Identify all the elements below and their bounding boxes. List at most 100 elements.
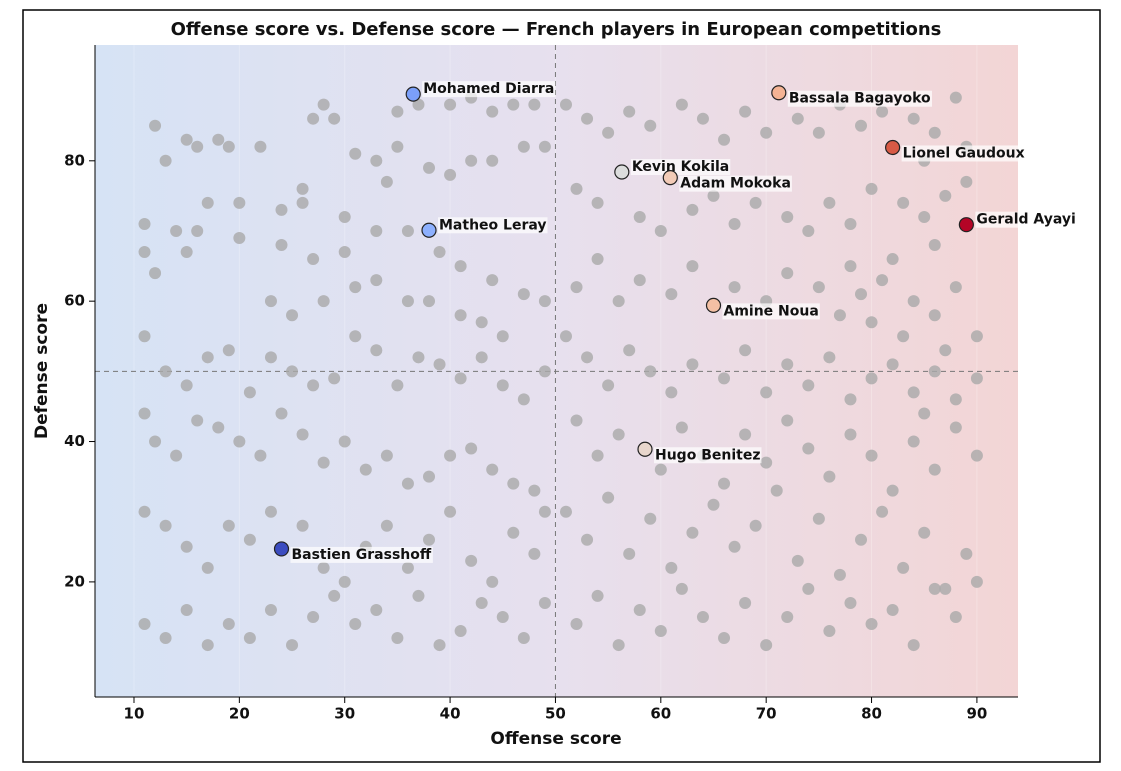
point	[486, 274, 499, 287]
point	[591, 449, 604, 462]
point	[423, 533, 436, 546]
point	[370, 274, 383, 287]
point	[517, 393, 530, 406]
label-background	[438, 217, 548, 234]
point	[370, 224, 383, 237]
point	[201, 561, 214, 574]
point	[507, 98, 520, 111]
point	[517, 632, 530, 645]
point	[665, 288, 678, 301]
point	[823, 625, 836, 638]
point	[465, 154, 478, 167]
highlight-point	[273, 541, 290, 557]
point	[728, 217, 741, 230]
point	[538, 365, 551, 378]
point	[307, 379, 320, 392]
point	[328, 372, 341, 385]
x-tick-label: 30	[334, 705, 355, 723]
point	[138, 217, 151, 230]
point	[781, 267, 794, 280]
point	[707, 498, 720, 511]
point	[928, 239, 941, 252]
point	[939, 189, 952, 202]
point	[570, 281, 583, 294]
point	[538, 505, 551, 518]
point	[338, 210, 351, 223]
point	[949, 393, 962, 406]
point	[791, 554, 804, 567]
point	[538, 295, 551, 308]
point	[823, 196, 836, 209]
x-tick-label: 80	[861, 705, 882, 723]
point	[296, 196, 309, 209]
point	[349, 618, 362, 631]
point	[528, 484, 541, 497]
point	[233, 435, 246, 448]
point-label: Matheo Leray	[439, 217, 547, 233]
point	[928, 309, 941, 322]
point	[760, 456, 773, 469]
point	[307, 253, 320, 266]
highlight-point	[958, 217, 974, 233]
point	[686, 203, 699, 216]
point	[391, 105, 404, 118]
point	[760, 126, 773, 139]
point	[654, 463, 667, 476]
point	[191, 224, 204, 237]
point	[844, 217, 857, 230]
highlight-point	[614, 164, 630, 180]
point	[686, 260, 699, 273]
point	[222, 344, 235, 357]
point	[949, 610, 962, 623]
point	[296, 182, 309, 195]
highlight-point	[705, 297, 722, 313]
point	[907, 112, 920, 125]
point	[517, 140, 530, 153]
point	[222, 140, 235, 153]
point	[633, 603, 646, 616]
point	[570, 414, 583, 427]
point	[486, 463, 499, 476]
point	[739, 596, 752, 609]
point	[960, 175, 973, 188]
point-label: Gerald Ayayi	[976, 212, 1075, 228]
point	[138, 618, 151, 631]
point	[349, 330, 362, 343]
point	[812, 512, 825, 525]
point	[412, 589, 425, 602]
highlight-point	[771, 85, 787, 101]
point	[486, 575, 499, 588]
point	[370, 603, 383, 616]
point	[897, 196, 910, 209]
point	[865, 372, 878, 385]
point	[728, 540, 741, 553]
point	[401, 561, 414, 574]
point	[159, 519, 172, 532]
point	[654, 224, 667, 237]
point	[802, 582, 815, 595]
point	[855, 533, 868, 546]
point-label: Lionel Gaudoux	[903, 145, 1025, 161]
point	[581, 112, 594, 125]
point	[876, 274, 889, 287]
point	[201, 351, 214, 364]
point	[317, 456, 330, 469]
point	[243, 386, 256, 399]
point	[918, 407, 931, 420]
point	[233, 196, 246, 209]
point	[475, 596, 488, 609]
x-tick-label: 50	[545, 705, 566, 723]
point	[191, 140, 204, 153]
x-tick-label: 90	[966, 705, 987, 723]
point	[918, 210, 931, 223]
point	[844, 260, 857, 273]
point	[791, 112, 804, 125]
y-tick-label: 20	[64, 572, 85, 590]
point	[286, 639, 299, 652]
point	[264, 295, 277, 308]
point	[528, 547, 541, 560]
point	[802, 379, 815, 392]
point	[496, 330, 509, 343]
point	[728, 281, 741, 294]
point	[507, 526, 520, 539]
